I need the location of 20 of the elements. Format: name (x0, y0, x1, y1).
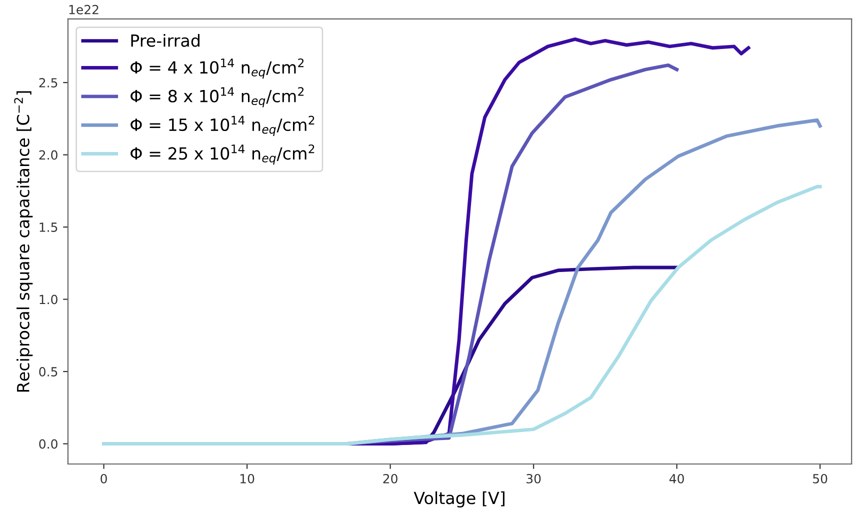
y-tick-label: 0.5 (39, 367, 58, 376)
x-axis-title: Voltage [V] (414, 491, 504, 508)
y-tick-label: 0.0 (39, 439, 58, 449)
x-tick-label: 20 (383, 474, 398, 484)
y-tick-label: 2.0 (39, 150, 58, 160)
legend-label: Φ = 25 x 10$^{14}$ n$_{eq}$/cm$^{2}$ (130, 144, 314, 165)
y-tick-label: 1.0 (40, 294, 58, 304)
x-tick-label: 50 (813, 474, 828, 484)
x-tick-label: 30 (526, 474, 541, 484)
legend-label: Φ = 4 x 10$^{14}$ n$_{eq}$/cm$^{2}$ (130, 58, 304, 79)
y-axis-title: Reciprocal square capacitance [C$^{−2}$] (14, 91, 33, 392)
x-tick-label: 40 (669, 474, 684, 484)
y-tick-label: 2.5 (39, 78, 58, 88)
legend-label: Φ = 8 x 10$^{14}$ n$_{eq}$/cm$^{2}$ (130, 87, 304, 108)
x-tick-label: 0 (100, 474, 107, 484)
y-tick-label: 1.5 (40, 222, 58, 232)
legend-label: Pre-irrad (131, 34, 200, 47)
text: 1e22 (69, 4, 98, 14)
legend-label: Φ = 15 x 10$^{14}$ n$_{eq}$/cm$^{2}$ (130, 116, 314, 136)
x-tick-label: 10 (240, 474, 254, 484)
